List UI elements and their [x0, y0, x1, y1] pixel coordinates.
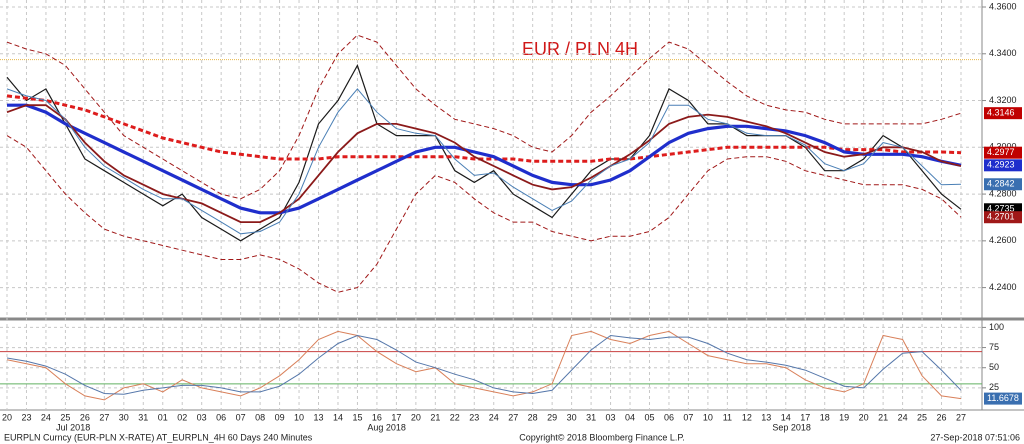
x-tick-label: 17: [800, 412, 810, 422]
x-tick-label: 14: [333, 412, 343, 422]
x-tick-label: 24: [489, 412, 499, 422]
y-tick-label: 75: [989, 342, 999, 352]
x-tick-label: 23: [469, 412, 479, 422]
x-tick-label: 22: [450, 412, 460, 422]
price-tag-label: 4.2842: [987, 179, 1015, 189]
month-label: Aug 2018: [367, 422, 406, 432]
y-tick-label: 4.3200: [989, 95, 1017, 105]
x-tick-label: 10: [294, 412, 304, 422]
x-tick-label: 20: [411, 412, 421, 422]
x-tick-label: 26: [937, 412, 947, 422]
price-tag-label: 4.2977: [987, 147, 1015, 157]
x-tick-label: 21: [430, 412, 440, 422]
x-tick-label: 05: [644, 412, 654, 422]
price-tag-label: 4.2735: [987, 204, 1015, 214]
series-line: [6, 64, 962, 242]
y-tick-label: 4.3400: [989, 48, 1017, 58]
x-tick-label: 07: [236, 412, 246, 422]
x-tick-label: 31: [138, 412, 148, 422]
price-tag-label: 4.2923: [987, 160, 1015, 170]
x-tick-label: 06: [664, 412, 674, 422]
series-line: [6, 88, 962, 235]
x-tick-label: 11: [723, 412, 732, 422]
price-tag: [984, 211, 1022, 224]
x-tick-label: 16: [372, 412, 382, 422]
x-tick-label: 31: [586, 412, 596, 422]
x-tick-label: 13: [314, 412, 324, 422]
price-tag-label: 11.6678: [987, 393, 1019, 403]
series-line: [6, 104, 962, 223]
x-tick-label: 20: [859, 412, 869, 422]
x-tick-label: 08: [255, 412, 265, 422]
x-tick-label: 18: [820, 412, 830, 422]
x-tick-label: 15: [352, 412, 362, 422]
series-line: [6, 330, 962, 401]
series-line: [6, 334, 962, 395]
source-note: EURPLN Curncy (EUR-PLN X-RATE) AT_EURPLN…: [4, 432, 313, 442]
price-tag-label: 4.3146: [987, 108, 1015, 118]
series-line: [6, 135, 962, 293]
y-tick-label: 4.2600: [989, 235, 1017, 245]
x-tick-label: 27: [99, 412, 109, 422]
x-tick-label: 29: [547, 412, 557, 422]
x-tick-label: 09: [275, 412, 285, 422]
x-tick-label: 23: [21, 412, 31, 422]
x-tick-label: 03: [606, 412, 616, 422]
x-tick-label: 17: [391, 412, 401, 422]
y-tick-label: 4.3000: [989, 142, 1017, 152]
x-tick-label: 24: [898, 412, 908, 422]
x-tick-label: 10: [703, 412, 713, 422]
price-tag: [984, 159, 1022, 172]
x-tick-label: 25: [60, 412, 70, 422]
x-tick-label: 20: [2, 412, 12, 422]
price-tag: [984, 178, 1022, 191]
x-tick-label: 01: [158, 412, 168, 422]
x-tick-label: 04: [625, 412, 635, 422]
y-tick-label: 4.2800: [989, 188, 1017, 198]
series-line: [7, 103, 962, 215]
x-tick-label: 27: [956, 412, 966, 422]
y-tick-label: 25: [989, 382, 999, 392]
x-tick-label: 06: [216, 412, 226, 422]
x-tick-label: 12: [742, 412, 752, 422]
x-tick-label: 03: [197, 412, 207, 422]
month-label: Sep 2018: [772, 422, 811, 432]
x-tick-label: 28: [528, 412, 538, 422]
price-tag: [984, 392, 1022, 405]
series-line: [6, 34, 962, 200]
copyright: Copyright© 2018 Bloomberg Finance L.P.: [519, 432, 685, 442]
price-tag-label: 4.2701: [987, 212, 1015, 222]
x-tick-label: 25: [917, 412, 927, 422]
x-tick-label: 27: [508, 412, 518, 422]
month-label: Jul 2018: [56, 422, 90, 432]
x-tick-label: 21: [878, 412, 888, 422]
y-tick-label: 4.3600: [989, 1, 1017, 11]
x-tick-label: 02: [177, 412, 187, 422]
x-tick-label: 19: [839, 412, 849, 422]
x-tick-label: 14: [781, 412, 791, 422]
price-tag: [984, 146, 1022, 159]
x-tick-label: 07: [683, 412, 693, 422]
y-tick-label: 50: [989, 362, 999, 372]
series-line: [6, 94, 962, 163]
x-tick-label: 26: [80, 412, 90, 422]
chart-title: EUR / PLN 4H: [522, 39, 638, 59]
y-tick-label: 4.2400: [989, 282, 1017, 292]
y-tick-label: 100: [989, 322, 1004, 332]
x-tick-label: 13: [761, 412, 771, 422]
timestamp: 27-Sep-2018 07:51:06: [930, 432, 1020, 442]
x-tick-label: 24: [41, 412, 51, 422]
x-tick-label: 30: [567, 412, 577, 422]
x-tick-label: 30: [119, 412, 129, 422]
price-tag: [984, 107, 1022, 120]
